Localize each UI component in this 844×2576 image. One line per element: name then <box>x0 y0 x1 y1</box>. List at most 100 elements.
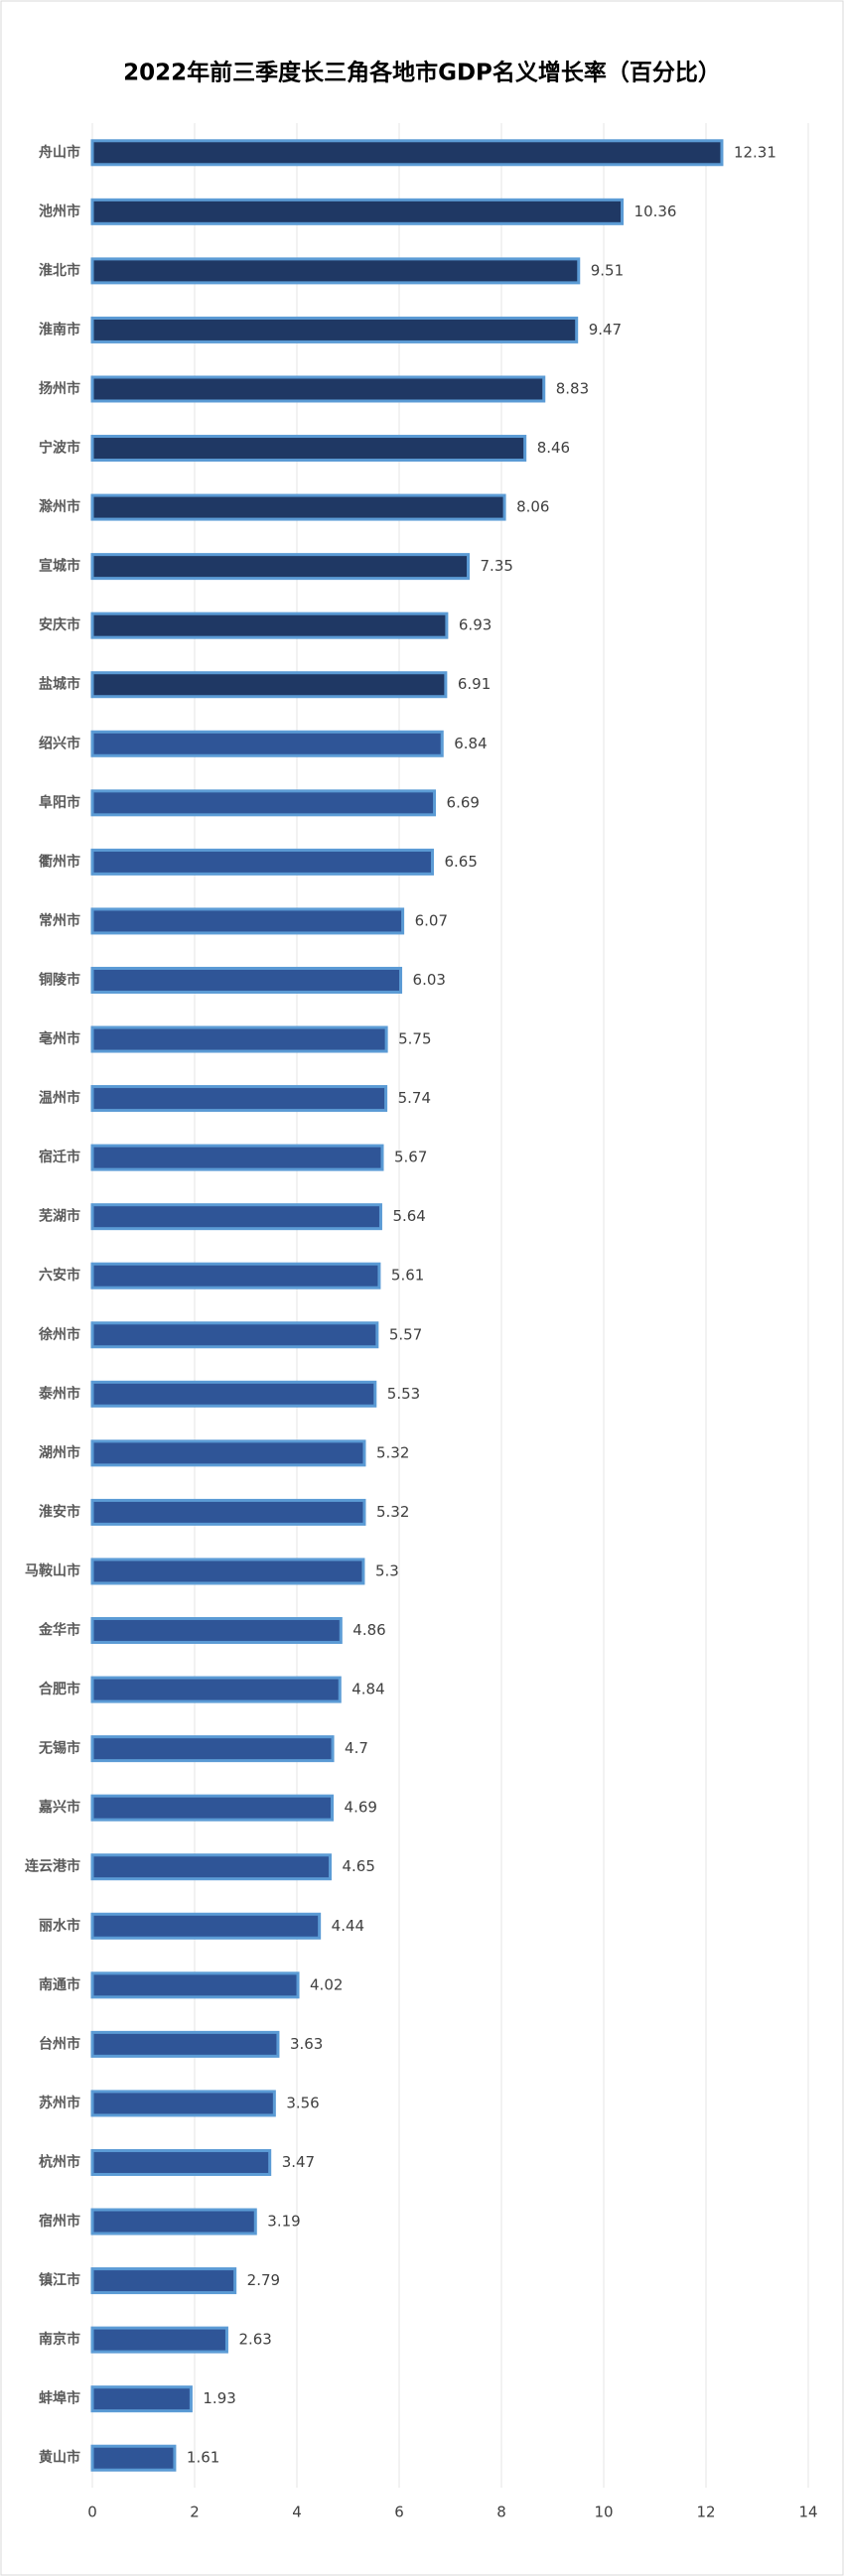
value-label: 4.44 <box>332 1917 364 1935</box>
y-tick-label: 盐城市 <box>39 676 80 693</box>
y-tick-label: 舟山市 <box>39 144 80 161</box>
value-label: 8.06 <box>516 498 549 516</box>
y-tick-label: 常州市 <box>39 912 80 929</box>
value-label: 4.65 <box>342 1857 374 1875</box>
y-tick-label: 扬州市 <box>39 380 80 397</box>
bar <box>90 1498 366 1526</box>
bar <box>90 1617 343 1645</box>
y-tick-label: 宣城市 <box>39 558 80 575</box>
y-tick-label: 铜陵市 <box>39 971 80 988</box>
value-label: 3.56 <box>286 2094 319 2111</box>
bar <box>90 2090 276 2117</box>
y-tick-label: 台州市 <box>39 2035 80 2052</box>
value-label: 2.79 <box>247 2271 280 2289</box>
bar <box>90 671 448 699</box>
bar <box>90 1912 322 1940</box>
y-tick-label: 亳州市 <box>39 1030 80 1047</box>
bar <box>90 553 471 581</box>
bar <box>90 1085 388 1113</box>
bar <box>90 1203 382 1231</box>
bar <box>90 375 546 403</box>
y-tick-label: 连云港市 <box>25 1858 80 1875</box>
value-label: 4.7 <box>345 1739 368 1757</box>
value-label: 5.75 <box>398 1030 431 1048</box>
bar <box>90 2267 237 2295</box>
value-label: 12.31 <box>734 143 776 161</box>
bar <box>90 1676 342 1703</box>
x-tick-label: 14 <box>798 2504 817 2521</box>
bar <box>90 2385 193 2413</box>
value-label: 5.67 <box>394 1149 427 1166</box>
bar <box>90 1853 332 1881</box>
value-label: 9.51 <box>591 261 624 279</box>
bar <box>90 2030 280 2058</box>
y-tick-label: 金华市 <box>38 1622 80 1639</box>
y-tick-label: 滁州市 <box>39 498 80 515</box>
y-tick-label: 徐州市 <box>38 1326 80 1343</box>
value-label: 1.93 <box>203 2389 235 2407</box>
x-tick-label: 10 <box>594 2504 613 2521</box>
bar <box>90 1558 365 1585</box>
value-label: 9.47 <box>589 321 622 339</box>
value-label: 8.83 <box>556 379 589 397</box>
bar <box>90 257 581 285</box>
y-tick-label: 阜阳市 <box>39 794 80 811</box>
value-label: 1.61 <box>187 2449 219 2467</box>
y-tick-label: 丽水市 <box>39 1917 80 1934</box>
value-label: 5.32 <box>376 1503 409 1521</box>
bar <box>90 316 579 343</box>
y-tick-label: 湖州市 <box>39 1444 80 1461</box>
y-tick-label: 泰州市 <box>38 1385 80 1402</box>
bar <box>90 2148 272 2176</box>
value-label: 6.84 <box>454 735 487 752</box>
value-label: 5.61 <box>391 1267 424 1285</box>
y-tick-label: 池州市 <box>39 203 80 219</box>
bar <box>90 198 625 225</box>
x-tick-label: 6 <box>394 2504 404 2521</box>
bar <box>90 1380 377 1408</box>
y-tick-label: 黄山市 <box>39 2449 80 2466</box>
bar <box>90 730 444 757</box>
value-label: 3.47 <box>282 2153 315 2171</box>
value-label: 5.3 <box>375 1561 399 1579</box>
chart-title: 2022年前三季度长三角各地市GDP名义增长率（百分比） <box>123 60 721 86</box>
value-label: 6.03 <box>413 971 446 989</box>
bar <box>90 1971 300 1999</box>
y-tick-label: 温州市 <box>39 1090 80 1107</box>
value-label: 5.64 <box>392 1207 425 1225</box>
value-label: 3.63 <box>290 2035 323 2053</box>
y-tick-label: 蚌埠市 <box>39 2390 80 2407</box>
value-label: 8.46 <box>537 439 570 457</box>
y-tick-label: 衢州市 <box>39 853 80 870</box>
y-tick-label: 无锡市 <box>38 1740 80 1757</box>
value-label: 4.02 <box>310 1975 343 1993</box>
bar <box>90 1735 335 1763</box>
value-label: 6.07 <box>415 911 448 929</box>
y-tick-label: 镇江市 <box>39 2272 80 2289</box>
x-tick-label: 0 <box>87 2504 97 2521</box>
bar <box>90 1025 388 1053</box>
value-label: 6.91 <box>458 675 491 693</box>
y-tick-label: 六安市 <box>39 1267 80 1284</box>
value-label: 5.32 <box>376 1443 409 1461</box>
bar <box>90 2326 228 2354</box>
bar <box>90 1321 379 1349</box>
bar <box>90 789 437 817</box>
y-tick-label: 杭州市 <box>39 2153 80 2170</box>
bar <box>90 2444 177 2472</box>
bar <box>90 966 403 994</box>
bar <box>90 1262 381 1289</box>
y-tick-label: 南通市 <box>39 1976 80 1993</box>
y-tick-label: 苏州市 <box>39 2095 80 2111</box>
y-tick-label: 芜湖市 <box>39 1208 80 1225</box>
bar <box>90 907 405 935</box>
y-tick-label: 嘉兴市 <box>38 1799 80 1816</box>
y-tick-label: 安庆市 <box>39 616 80 633</box>
value-label: 6.93 <box>459 616 492 634</box>
bar <box>90 2208 257 2236</box>
value-label: 4.86 <box>352 1621 385 1639</box>
y-tick-label: 宁波市 <box>39 440 80 457</box>
y-tick-label: 淮南市 <box>39 321 80 338</box>
bar <box>90 435 527 463</box>
